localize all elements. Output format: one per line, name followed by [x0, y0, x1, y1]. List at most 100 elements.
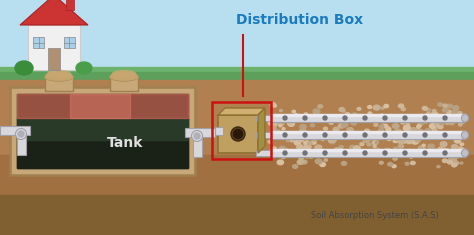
Ellipse shape: [384, 104, 389, 108]
Ellipse shape: [337, 149, 344, 153]
Ellipse shape: [268, 121, 274, 125]
Ellipse shape: [280, 110, 283, 112]
Ellipse shape: [110, 73, 138, 81]
Ellipse shape: [447, 110, 452, 114]
Bar: [212, 102, 271, 159]
Ellipse shape: [297, 137, 304, 142]
Ellipse shape: [383, 121, 386, 123]
Ellipse shape: [384, 149, 390, 152]
Ellipse shape: [409, 137, 412, 140]
Ellipse shape: [281, 156, 285, 159]
Ellipse shape: [459, 124, 462, 126]
Bar: [270, 131, 465, 139]
Ellipse shape: [345, 113, 350, 116]
Ellipse shape: [449, 158, 453, 161]
Ellipse shape: [386, 127, 391, 131]
Ellipse shape: [383, 125, 388, 127]
Ellipse shape: [318, 105, 323, 108]
Ellipse shape: [279, 146, 285, 151]
Ellipse shape: [315, 159, 322, 164]
Ellipse shape: [442, 148, 447, 152]
Ellipse shape: [313, 109, 320, 114]
Ellipse shape: [288, 122, 294, 126]
Ellipse shape: [460, 162, 463, 164]
Ellipse shape: [429, 130, 434, 133]
Ellipse shape: [304, 153, 310, 158]
Ellipse shape: [329, 139, 336, 144]
Ellipse shape: [451, 145, 458, 149]
Ellipse shape: [299, 131, 303, 135]
Ellipse shape: [375, 141, 378, 144]
Ellipse shape: [286, 139, 290, 142]
Bar: [270, 149, 465, 151]
Ellipse shape: [294, 153, 297, 155]
Ellipse shape: [427, 108, 431, 112]
Bar: [0, 126, 30, 135]
Ellipse shape: [292, 165, 298, 168]
Ellipse shape: [394, 147, 397, 150]
Ellipse shape: [420, 114, 424, 117]
Ellipse shape: [272, 126, 276, 129]
Ellipse shape: [403, 151, 407, 155]
Ellipse shape: [401, 121, 405, 124]
Ellipse shape: [417, 126, 420, 128]
Ellipse shape: [423, 119, 427, 122]
Ellipse shape: [387, 130, 391, 133]
Ellipse shape: [369, 153, 374, 157]
Ellipse shape: [363, 138, 370, 143]
Ellipse shape: [48, 70, 70, 75]
Ellipse shape: [380, 114, 383, 116]
Ellipse shape: [234, 129, 243, 138]
Ellipse shape: [460, 143, 464, 145]
Ellipse shape: [76, 62, 92, 74]
Ellipse shape: [379, 161, 383, 164]
Bar: [0, 72, 474, 80]
Ellipse shape: [301, 160, 307, 164]
Polygon shape: [258, 108, 265, 153]
Bar: [110, 77, 138, 91]
Ellipse shape: [383, 125, 387, 128]
Ellipse shape: [402, 136, 405, 138]
Ellipse shape: [455, 139, 461, 143]
Ellipse shape: [45, 73, 73, 81]
Ellipse shape: [383, 116, 387, 120]
Ellipse shape: [405, 162, 409, 165]
Ellipse shape: [284, 148, 288, 151]
Ellipse shape: [422, 106, 428, 110]
Ellipse shape: [278, 122, 284, 126]
Bar: [10, 87, 195, 175]
Bar: [70, 94, 130, 118]
Polygon shape: [218, 108, 265, 115]
Ellipse shape: [440, 142, 447, 147]
Ellipse shape: [418, 122, 423, 125]
Ellipse shape: [445, 149, 450, 153]
Ellipse shape: [438, 103, 443, 106]
Ellipse shape: [452, 110, 458, 115]
Ellipse shape: [297, 117, 304, 122]
Ellipse shape: [46, 72, 72, 78]
Ellipse shape: [276, 130, 281, 133]
Ellipse shape: [425, 129, 431, 133]
Ellipse shape: [300, 129, 306, 133]
Ellipse shape: [351, 132, 356, 135]
Polygon shape: [20, 0, 88, 25]
Ellipse shape: [378, 129, 383, 132]
Bar: [0, 80, 474, 235]
Ellipse shape: [313, 153, 318, 157]
Ellipse shape: [428, 144, 434, 149]
Ellipse shape: [111, 72, 137, 78]
Ellipse shape: [410, 128, 417, 133]
Ellipse shape: [308, 142, 312, 145]
Ellipse shape: [437, 165, 440, 168]
Ellipse shape: [398, 145, 403, 148]
Ellipse shape: [292, 110, 295, 113]
Bar: [256, 150, 271, 156]
Ellipse shape: [443, 159, 447, 162]
Ellipse shape: [383, 133, 387, 137]
Ellipse shape: [379, 151, 383, 154]
Bar: [17, 94, 188, 118]
Ellipse shape: [462, 131, 468, 139]
Ellipse shape: [407, 149, 414, 154]
Ellipse shape: [398, 140, 404, 144]
Ellipse shape: [360, 143, 364, 145]
